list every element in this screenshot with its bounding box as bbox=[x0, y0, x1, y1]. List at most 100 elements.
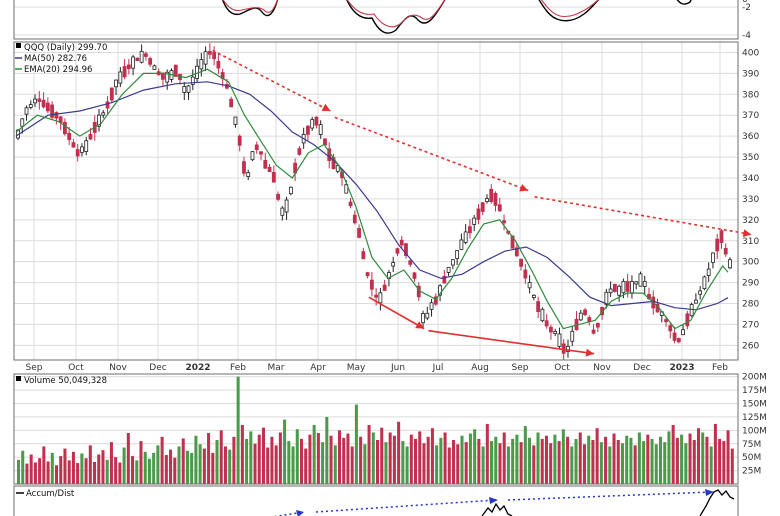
price-candle-body bbox=[20, 118, 25, 127]
price-candle-body bbox=[685, 313, 690, 327]
volume-bar bbox=[620, 443, 624, 484]
price-candle-body bbox=[728, 259, 732, 269]
price-candle-body bbox=[540, 308, 545, 322]
price-candle-body bbox=[348, 201, 353, 207]
x-tick-label: Mar bbox=[268, 363, 285, 373]
price-candle-body bbox=[711, 252, 715, 263]
volume-bar bbox=[88, 445, 92, 484]
volume-bar bbox=[93, 462, 97, 484]
price-tick-label: 380 bbox=[742, 90, 759, 100]
price-trend-arrowhead bbox=[415, 321, 425, 329]
volume-bar bbox=[240, 424, 244, 484]
volume-bar bbox=[658, 436, 662, 484]
volume-bar bbox=[308, 434, 312, 484]
volume-bar bbox=[473, 429, 477, 484]
price-candle-body bbox=[271, 172, 276, 183]
volume-bar bbox=[367, 424, 371, 484]
price-tick-label: 400 bbox=[742, 48, 759, 58]
volume-bar bbox=[684, 443, 688, 484]
volume-bar bbox=[342, 437, 346, 484]
price-candle-body bbox=[37, 98, 42, 102]
volume-bar bbox=[67, 460, 71, 484]
price-candle-body bbox=[668, 325, 673, 332]
legend-ema20-label: EMA(20) 294.96 bbox=[24, 65, 92, 75]
price-tick-label: 330 bbox=[742, 195, 759, 205]
price-candle-body bbox=[421, 313, 425, 324]
volume-bar bbox=[637, 432, 641, 484]
price-candle-body bbox=[97, 114, 101, 127]
volume-panel-frame bbox=[13, 373, 739, 485]
volume-bar bbox=[447, 447, 451, 484]
x-tick-label: Sep bbox=[512, 363, 529, 373]
price-candle-body bbox=[630, 281, 634, 294]
volume-bar bbox=[202, 448, 206, 484]
macd-tick-label: -2 bbox=[742, 3, 751, 13]
price-candle-body bbox=[412, 272, 417, 279]
volume-bar bbox=[422, 443, 426, 484]
price-candle-body bbox=[476, 208, 481, 220]
volume-bar bbox=[696, 428, 701, 484]
volume-tick-label: 150M bbox=[742, 400, 767, 410]
volume-bar bbox=[667, 431, 671, 484]
price-candle-body bbox=[50, 104, 55, 118]
volume-bar bbox=[181, 438, 185, 484]
price-candle-body bbox=[502, 220, 506, 224]
volume-bar bbox=[71, 451, 75, 484]
price-candle-body bbox=[297, 148, 302, 155]
volume-bar bbox=[283, 419, 287, 484]
volume-bar bbox=[101, 450, 105, 484]
price-candle-body bbox=[71, 142, 76, 148]
volume-bar bbox=[587, 435, 591, 484]
price-candle-body bbox=[246, 172, 251, 177]
macd-panel-frame bbox=[13, 0, 739, 40]
price-candle-body bbox=[672, 332, 677, 341]
price-candle-body bbox=[566, 345, 570, 352]
price-candle-body bbox=[212, 52, 217, 60]
volume-bar bbox=[190, 452, 194, 484]
price-candle-body bbox=[182, 86, 187, 93]
price-candle-body bbox=[455, 250, 460, 259]
price-candle-body bbox=[519, 258, 523, 267]
volume-bar bbox=[380, 427, 384, 484]
price-candle-body bbox=[698, 290, 703, 295]
volume-bar bbox=[646, 434, 650, 484]
volume-bar bbox=[414, 438, 418, 484]
volume-bar bbox=[523, 426, 527, 484]
price-candle-body bbox=[514, 247, 519, 257]
price-candle-body bbox=[144, 53, 148, 57]
volume-bar bbox=[169, 449, 173, 484]
volume-bar bbox=[105, 459, 109, 484]
x-axis: Sep Oct Nov Dec 2022 Feb Mar Apr May Jun Jul Aug Sep… bbox=[26, 363, 729, 373]
price-candle-body bbox=[361, 251, 366, 260]
price-candle-body bbox=[642, 281, 647, 287]
volume-bar bbox=[253, 443, 257, 484]
price-candle-body bbox=[41, 99, 46, 108]
macd-signal-right bbox=[540, 0, 599, 18]
price-candle-body bbox=[122, 66, 127, 78]
volume-bar bbox=[519, 442, 523, 484]
x-tick-label: Oct bbox=[554, 363, 570, 373]
price-trendline bbox=[368, 296, 425, 330]
volume-bar bbox=[131, 456, 135, 484]
volume-bar bbox=[278, 432, 282, 484]
ma50-line bbox=[15, 81, 729, 311]
price-candle-body bbox=[638, 273, 643, 287]
price-tick-label: 260 bbox=[742, 341, 759, 351]
price-candle-body bbox=[472, 217, 477, 225]
volume-bar bbox=[63, 448, 67, 484]
volume-bar bbox=[21, 450, 25, 484]
price-trendline bbox=[334, 116, 529, 192]
x-tick-label: 2023 bbox=[669, 363, 694, 373]
price-candle-body bbox=[557, 333, 562, 347]
price-tick-label: 390 bbox=[742, 69, 759, 79]
price-candle-body bbox=[570, 330, 575, 342]
price-candle-body bbox=[190, 76, 195, 85]
accum-line-mid bbox=[481, 502, 513, 516]
volume-bar bbox=[599, 442, 603, 484]
volume-bar bbox=[321, 442, 325, 484]
volume-bar bbox=[257, 434, 261, 484]
volume-bar bbox=[494, 436, 498, 484]
price-candle-body bbox=[207, 50, 212, 55]
volume-bar bbox=[329, 435, 333, 484]
volume-bar bbox=[80, 453, 84, 484]
